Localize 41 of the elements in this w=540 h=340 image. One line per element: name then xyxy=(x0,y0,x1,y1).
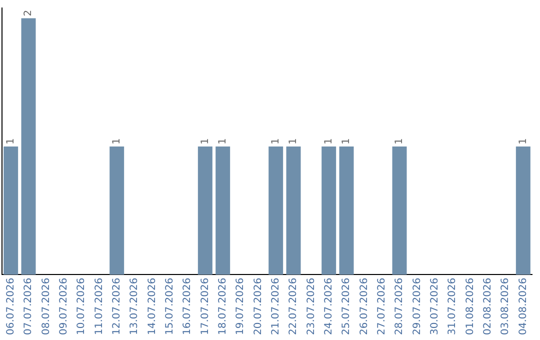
x-tick-label: 14.07.2026 xyxy=(146,278,158,336)
x-tick-label: 10.07.2026 xyxy=(76,278,88,336)
data-label: 1 xyxy=(5,138,16,144)
data-label: 1 xyxy=(518,138,529,144)
data-label: 1 xyxy=(323,138,334,144)
x-tick-label: 15.07.2026 xyxy=(164,278,176,336)
x-tick-label: 30.07.2026 xyxy=(429,278,440,336)
x-tick-label: 22.07.2026 xyxy=(288,278,300,336)
data-label: 1 xyxy=(341,138,352,144)
data-label: 1 xyxy=(111,138,122,144)
x-tick-label: 08.07.2026 xyxy=(40,278,52,336)
x-tick-label: 11.07.2026 xyxy=(94,278,105,336)
x-tick-label: 12.07.2026 xyxy=(111,278,122,336)
x-tick-label: 31.07.2026 xyxy=(447,278,458,336)
x-tick-label: 27.07.2026 xyxy=(376,278,388,336)
data-label: 1 xyxy=(200,138,211,144)
x-tick-label: 17.07.2026 xyxy=(200,278,211,336)
x-tick-label: 16.07.2026 xyxy=(182,278,194,336)
x-tick-label: 29.07.2026 xyxy=(412,278,423,336)
x-tick-label: 20.07.2026 xyxy=(252,278,264,336)
x-tick-label: 28.07.2026 xyxy=(394,278,406,336)
x-tick-label: 24.07.2026 xyxy=(323,278,334,336)
x-tick-label: 23.07.2026 xyxy=(306,278,317,336)
data-label: 2 xyxy=(23,10,34,16)
x-tick-label: 18.07.2026 xyxy=(217,278,228,336)
x-tick-label: 26.07.2026 xyxy=(358,278,370,336)
x-tick-label: 03.08.2026 xyxy=(500,278,512,336)
data-label: 1 xyxy=(270,138,282,144)
data-label: 1 xyxy=(217,138,228,144)
x-tick-label: 13.07.2026 xyxy=(129,278,140,336)
x-tick-label: 02.08.2026 xyxy=(482,278,494,336)
data-label: 1 xyxy=(394,138,406,144)
x-tick-label: 19.07.2026 xyxy=(235,278,246,336)
x-tick-label: 07.07.2026 xyxy=(23,278,34,336)
data-label: 1 xyxy=(288,138,300,144)
x-tick-label: 25.07.2026 xyxy=(341,278,352,336)
x-tick-label: 09.07.2026 xyxy=(58,278,70,336)
x-tick-label: 21.07.2026 xyxy=(270,278,282,336)
x-tick-label: 06.07.2026 xyxy=(5,278,16,336)
x-tick-label: 04.08.2026 xyxy=(518,278,529,336)
x-tick-label: 01.08.2026 xyxy=(464,278,476,336)
